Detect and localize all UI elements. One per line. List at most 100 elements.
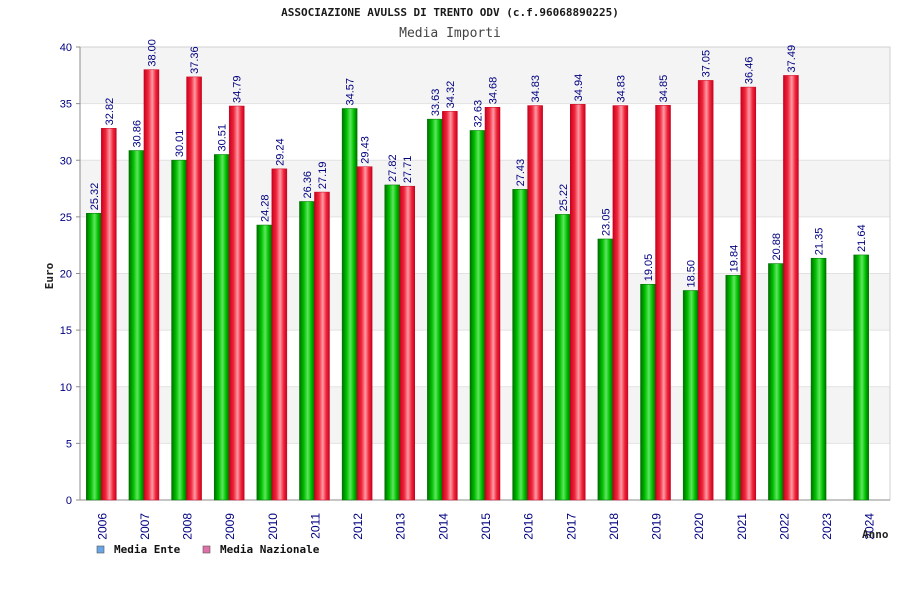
data-label-media-nazionale-2014: 34.32 (445, 81, 457, 109)
bar-media-ente-2022 (768, 263, 784, 501)
chart-subtitle: Media Importi (399, 26, 501, 41)
y-tick-label: 10 (60, 382, 72, 394)
data-label-media-ente-2009: 30.51 (217, 124, 229, 152)
y-tick-label: 30 (60, 155, 72, 167)
data-label-media-ente-2017: 25.22 (558, 184, 570, 212)
legend-label-media-ente: Media Ente (114, 543, 181, 556)
data-label-media-nazionale-2006: 32.82 (104, 98, 116, 126)
x-tick-label: 2021 (735, 513, 749, 540)
x-tick-label: 2011 (308, 513, 322, 539)
data-label-media-ente-2019: 19.05 (643, 254, 655, 282)
bar-media-ente-2017 (555, 214, 571, 501)
data-label-media-nazionale-2010: 29.24 (274, 138, 286, 166)
bar-media-nazionale-2012 (356, 166, 373, 501)
bar-media-nazionale-2014 (442, 111, 458, 501)
x-tick-label: 2017 (564, 513, 578, 540)
data-label-media-nazionale-2017: 34.94 (573, 74, 585, 102)
bar-media-nazionale-2020 (697, 80, 714, 501)
x-tick-label: 2010 (266, 513, 280, 540)
data-label-media-nazionale-2022: 37.49 (786, 45, 798, 73)
x-tick-label: 2015 (479, 513, 493, 540)
bar-media-nazionale-2017 (570, 104, 586, 501)
bar-media-nazionale-2013 (399, 185, 415, 501)
data-label-media-ente-2022: 20.88 (771, 233, 783, 261)
bar-media-ente-2006 (86, 213, 102, 501)
bar-media-nazionale-2006 (101, 128, 117, 501)
x-tick-label: 2012 (351, 513, 365, 540)
bar-media-ente-2020 (682, 290, 699, 501)
bar-media-ente-2013 (384, 184, 400, 501)
x-tick-label: 2008 (181, 513, 195, 540)
x-tick-label: 2007 (138, 513, 152, 540)
data-label-media-nazionale-2020: 37.05 (701, 50, 713, 78)
bar-media-ente-2010 (256, 224, 273, 501)
x-tick-label: 2019 (650, 513, 664, 540)
bar-media-nazionale-2015 (484, 106, 501, 501)
x-tick-label: 2006 (95, 513, 109, 540)
y-tick-label: 20 (60, 269, 72, 281)
bar-media-ente-2008 (171, 159, 187, 501)
bar-media-ente-2019 (640, 284, 656, 501)
bar-media-ente-2007 (128, 150, 145, 501)
bar-media-nazionale-2008 (186, 76, 202, 501)
data-label-media-ente-2006: 25.32 (89, 183, 101, 211)
data-label-media-nazionale-2015: 34.68 (488, 77, 500, 105)
x-tick-label: 2014 (436, 513, 450, 540)
bar-media-ente-2014 (427, 118, 443, 501)
x-tick-label: 2020 (692, 513, 706, 540)
data-label-media-ente-2020: 18.50 (686, 260, 698, 288)
legend-item-media-ente: Media Ente (96, 543, 181, 556)
x-tick-label: 2016 (522, 513, 536, 540)
data-label-media-nazionale-2016: 34.83 (530, 75, 542, 103)
bar-media-nazionale-2010 (271, 168, 288, 501)
data-label-media-nazionale-2021: 36.46 (743, 57, 755, 85)
data-label-media-nazionale-2013: 27.71 (402, 156, 414, 184)
y-tick-label: 40 (60, 42, 72, 54)
legend: Media Ente Media Nazionale (96, 543, 320, 556)
x-tick-label: 2013 (394, 513, 408, 540)
y-tick-label: 35 (60, 99, 72, 111)
bar-media-ente-2011 (299, 201, 315, 501)
data-label-media-ente-2008: 30.01 (174, 130, 186, 158)
x-tick-label: 2023 (820, 513, 834, 540)
bar-media-ente-2012 (341, 108, 358, 501)
data-label-media-nazionale-2012: 29.43 (360, 136, 372, 164)
data-label-media-ente-2018: 23.05 (600, 208, 612, 236)
y-axis-title: Euro (43, 262, 56, 289)
bar-media-nazionale-2022 (783, 75, 799, 501)
x-tick-label: 2018 (607, 513, 621, 540)
y-axis-ticks: 0 5 10 15 20 25 30 35 40 (60, 42, 80, 507)
x-tick-label: 2022 (777, 513, 791, 540)
legend-swatch-media-nazionale (202, 545, 211, 554)
data-label-media-nazionale-2008: 37.36 (189, 46, 201, 74)
data-label-media-ente-2011: 26.36 (302, 171, 314, 199)
bar-media-nazionale-2018 (612, 105, 629, 501)
chart-title: ASSOCIAZIONE AVULSS DI TRENTO ODV (c.f.9… (281, 6, 619, 19)
legend-swatch-media-ente (96, 545, 105, 554)
legend-label-media-nazionale: Media Nazionale (220, 543, 320, 556)
data-label-media-nazionale-2019: 34.85 (658, 75, 670, 103)
legend-item-media-nazionale: Media Nazionale (202, 543, 320, 556)
data-label-media-nazionale-2011: 27.19 (317, 162, 329, 190)
bar-media-ente-2018 (597, 238, 614, 501)
y-tick-label: 25 (60, 212, 72, 224)
bar-media-ente-2009 (213, 154, 230, 501)
data-label-media-ente-2013: 27.82 (387, 154, 399, 182)
x-tick-label: 2024 (863, 513, 877, 540)
bar-media-ente-2016 (512, 189, 528, 501)
data-labels: 25.32 32.82 30.86 38.00 30.01 37.36 30.51 34.79… (89, 39, 868, 287)
bar-media-nazionale-2021 (740, 86, 757, 501)
bar-media-ente-2021 (725, 275, 742, 501)
bar-media-ente-2023 (810, 257, 827, 501)
data-label-media-ente-2015: 32.63 (473, 100, 485, 128)
bar-media-ente-2024 (853, 254, 869, 501)
bar-media-nazionale-2019 (655, 105, 671, 501)
y-tick-label: 5 (66, 438, 72, 450)
data-label-media-ente-2024: 21.64 (856, 224, 868, 252)
data-label-media-nazionale-2018: 34.83 (615, 75, 627, 103)
data-label-media-ente-2016: 27.43 (515, 159, 527, 187)
x-tick-label: 2009 (223, 513, 237, 540)
data-label-media-ente-2007: 30.86 (131, 120, 143, 148)
data-label-media-ente-2012: 34.57 (345, 78, 357, 106)
